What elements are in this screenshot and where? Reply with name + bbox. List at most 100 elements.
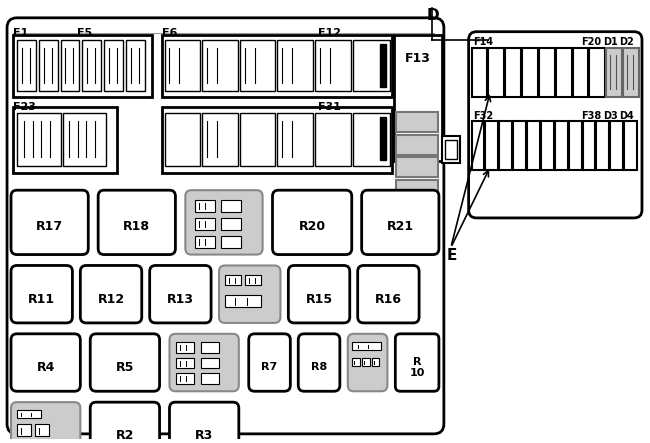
Text: F38: F38: [582, 111, 602, 121]
Bar: [126, 39, 145, 91]
FancyBboxPatch shape: [7, 18, 444, 434]
FancyBboxPatch shape: [90, 334, 160, 391]
Text: R3: R3: [195, 429, 213, 443]
FancyBboxPatch shape: [361, 190, 439, 255]
Bar: [13, 107, 117, 173]
Text: R7: R7: [261, 362, 278, 373]
Text: R11: R11: [28, 293, 55, 306]
Bar: [62, 113, 106, 167]
FancyBboxPatch shape: [170, 334, 239, 391]
FancyBboxPatch shape: [358, 265, 419, 323]
Text: R5: R5: [116, 361, 134, 374]
Bar: [34, 424, 49, 436]
Text: D2: D2: [619, 37, 634, 47]
Bar: [176, 342, 194, 353]
Text: R13: R13: [167, 293, 194, 306]
FancyBboxPatch shape: [11, 190, 88, 255]
Bar: [556, 47, 571, 97]
Bar: [315, 113, 351, 167]
Text: R4: R4: [36, 361, 55, 374]
Bar: [195, 200, 215, 212]
Text: D: D: [427, 8, 439, 23]
Bar: [396, 180, 438, 196]
Bar: [164, 113, 200, 167]
Bar: [202, 342, 219, 353]
Bar: [13, 35, 151, 97]
FancyBboxPatch shape: [11, 402, 81, 443]
Bar: [472, 47, 488, 97]
Bar: [445, 140, 457, 159]
Text: D1: D1: [603, 37, 618, 47]
Bar: [17, 410, 41, 418]
Bar: [221, 218, 240, 230]
FancyBboxPatch shape: [150, 265, 211, 323]
FancyBboxPatch shape: [98, 190, 176, 255]
Text: R21: R21: [387, 220, 414, 233]
Text: F20: F20: [582, 37, 602, 47]
Text: R15: R15: [306, 293, 333, 306]
Bar: [514, 121, 526, 171]
Bar: [17, 442, 41, 443]
Bar: [195, 236, 215, 248]
FancyBboxPatch shape: [469, 32, 642, 218]
Bar: [539, 47, 555, 97]
Bar: [610, 121, 623, 171]
Text: R
10: R 10: [410, 357, 425, 378]
Text: F31: F31: [318, 102, 341, 112]
FancyBboxPatch shape: [170, 402, 239, 443]
Text: R20: R20: [298, 220, 326, 233]
Bar: [195, 218, 215, 230]
Bar: [240, 39, 276, 91]
Bar: [202, 113, 238, 167]
Bar: [162, 35, 393, 97]
Bar: [555, 121, 567, 171]
Bar: [164, 39, 200, 91]
FancyBboxPatch shape: [348, 334, 387, 391]
Text: D4: D4: [619, 111, 634, 121]
Bar: [202, 373, 219, 385]
Text: F1: F1: [13, 28, 28, 38]
Bar: [395, 35, 442, 161]
Bar: [104, 39, 123, 91]
Bar: [315, 39, 351, 91]
Bar: [162, 107, 393, 173]
Bar: [353, 39, 391, 91]
Text: E: E: [447, 248, 457, 263]
Bar: [569, 121, 582, 171]
FancyBboxPatch shape: [395, 334, 439, 391]
Bar: [176, 358, 194, 369]
Bar: [396, 218, 438, 234]
Bar: [582, 121, 595, 171]
Bar: [202, 39, 238, 91]
Text: F32: F32: [474, 111, 494, 121]
Text: R17: R17: [36, 220, 63, 233]
Bar: [380, 43, 386, 87]
Text: F14: F14: [474, 37, 494, 47]
Bar: [278, 39, 313, 91]
Bar: [472, 121, 484, 171]
FancyBboxPatch shape: [11, 265, 72, 323]
Bar: [372, 358, 380, 365]
FancyBboxPatch shape: [219, 265, 280, 323]
Bar: [573, 47, 588, 97]
Bar: [17, 39, 36, 91]
FancyBboxPatch shape: [289, 265, 350, 323]
Text: R18: R18: [124, 220, 150, 233]
Bar: [60, 39, 79, 91]
Bar: [486, 121, 499, 171]
Text: F6: F6: [162, 28, 177, 38]
Bar: [499, 121, 512, 171]
Bar: [541, 121, 554, 171]
Bar: [623, 47, 639, 97]
Text: R16: R16: [375, 293, 402, 306]
Bar: [590, 47, 605, 97]
Bar: [606, 47, 622, 97]
FancyBboxPatch shape: [81, 265, 142, 323]
Bar: [597, 121, 609, 171]
Bar: [505, 47, 521, 97]
FancyBboxPatch shape: [185, 190, 263, 255]
Text: F12: F12: [318, 28, 341, 38]
Bar: [352, 358, 359, 365]
Bar: [240, 113, 276, 167]
Bar: [352, 342, 382, 350]
